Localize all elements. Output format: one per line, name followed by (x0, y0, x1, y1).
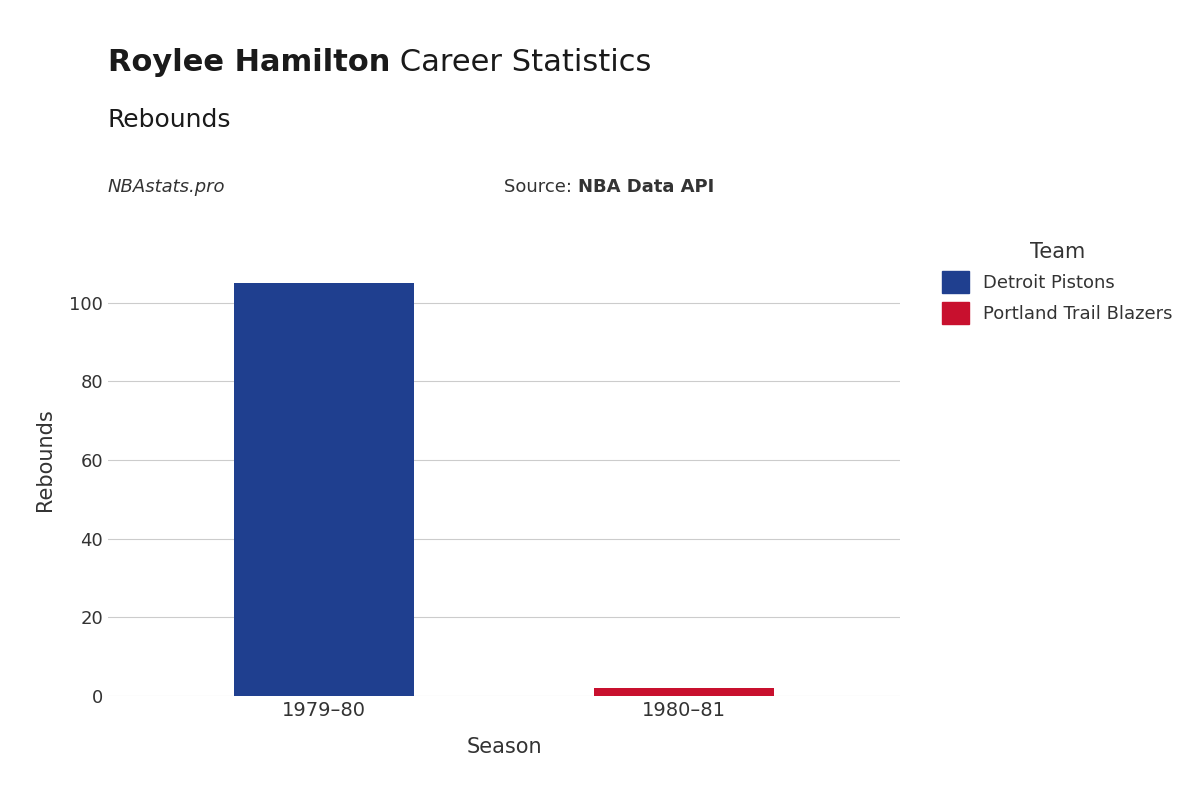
Bar (234, 283, 414, 696)
Legend: Detroit Pistons, Portland Trail Blazers: Detroit Pistons, Portland Trail Blazers (932, 233, 1182, 333)
Y-axis label: Rebounds: Rebounds (35, 409, 55, 511)
Text: NBAstats.pro: NBAstats.pro (108, 178, 226, 196)
Bar (594, 688, 774, 696)
Text: NBA Data API: NBA Data API (577, 178, 714, 196)
Text: Rebounds: Rebounds (108, 108, 232, 132)
Text: Roylee Hamilton: Roylee Hamilton (108, 48, 390, 77)
Text: Career Statistics: Career Statistics (390, 48, 652, 77)
Text: Source:: Source: (504, 178, 577, 196)
X-axis label: Season: Season (466, 737, 542, 757)
